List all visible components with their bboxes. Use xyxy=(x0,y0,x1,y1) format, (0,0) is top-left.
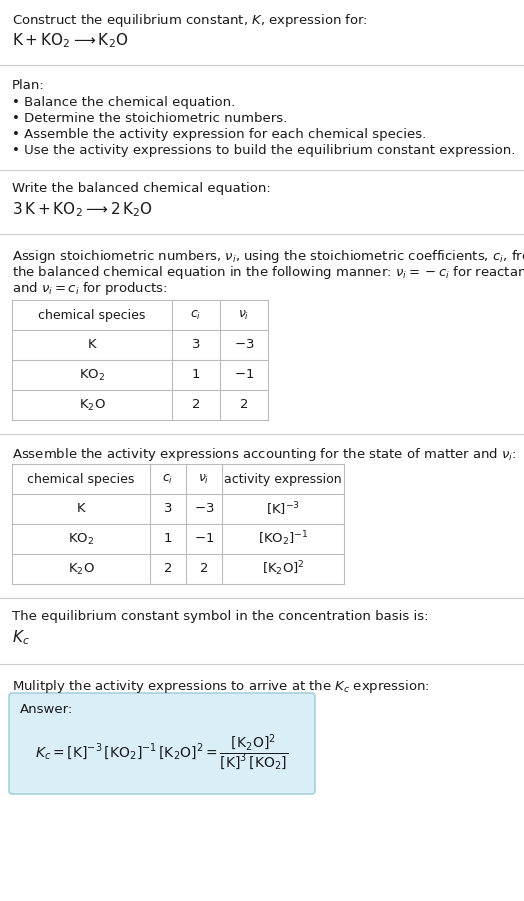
Text: 2: 2 xyxy=(192,398,200,412)
Text: Plan:: Plan: xyxy=(12,79,45,92)
Text: $\nu_i$: $\nu_i$ xyxy=(198,472,210,486)
Text: 1: 1 xyxy=(163,532,172,545)
Text: $-1$: $-1$ xyxy=(234,369,254,381)
Text: $\mathrm{K_2O}$: $\mathrm{K_2O}$ xyxy=(79,397,105,413)
Text: activity expression: activity expression xyxy=(224,472,342,486)
Text: $\nu_i$: $\nu_i$ xyxy=(238,308,250,322)
Text: $[\mathrm{KO_2}]^{-1}$: $[\mathrm{KO_2}]^{-1}$ xyxy=(258,530,308,549)
Text: Assign stoichiometric numbers, $\nu_i$, using the stoichiometric coefficients, $: Assign stoichiometric numbers, $\nu_i$, … xyxy=(12,248,524,265)
Text: $\mathrm{KO_2}$: $\mathrm{KO_2}$ xyxy=(79,368,105,383)
Text: $[\mathrm{K}]^{-3}$: $[\mathrm{K}]^{-3}$ xyxy=(266,500,300,518)
Text: • Assemble the activity expression for each chemical species.: • Assemble the activity expression for e… xyxy=(12,128,426,141)
Text: K: K xyxy=(88,339,96,351)
FancyBboxPatch shape xyxy=(9,693,315,794)
Text: 3: 3 xyxy=(163,503,172,515)
Text: $\mathrm{KO_2}$: $\mathrm{KO_2}$ xyxy=(68,532,94,547)
Text: $\mathrm{3\,K + KO_2 \longrightarrow 2\,K_2O}$: $\mathrm{3\,K + KO_2 \longrightarrow 2\,… xyxy=(12,200,153,219)
Text: $\mathrm{K_2O}$: $\mathrm{K_2O}$ xyxy=(68,561,94,577)
Text: 3: 3 xyxy=(192,339,200,351)
Text: Mulitply the activity expressions to arrive at the $K_c$ expression:: Mulitply the activity expressions to arr… xyxy=(12,678,430,695)
Text: 2: 2 xyxy=(163,562,172,576)
Text: the balanced chemical equation in the following manner: $\nu_i = -c_i$ for react: the balanced chemical equation in the fo… xyxy=(12,264,524,281)
Text: K: K xyxy=(77,503,85,515)
Text: $\mathrm{K + KO_2 \longrightarrow K_2O}$: $\mathrm{K + KO_2 \longrightarrow K_2O}$ xyxy=(12,31,128,50)
Text: • Determine the stoichiometric numbers.: • Determine the stoichiometric numbers. xyxy=(12,112,287,125)
Text: $[\mathrm{K_2O}]^{2}$: $[\mathrm{K_2O}]^{2}$ xyxy=(261,560,304,578)
Text: $-1$: $-1$ xyxy=(194,532,214,545)
Text: chemical species: chemical species xyxy=(38,308,146,322)
Text: $K_c = [\mathrm{K}]^{-3}\,[\mathrm{KO_2}]^{-1}\,[\mathrm{K_2O}]^{2} = \dfrac{[\m: $K_c = [\mathrm{K}]^{-3}\,[\mathrm{KO_2}… xyxy=(35,733,289,773)
Text: chemical species: chemical species xyxy=(27,472,135,486)
Text: $c_i$: $c_i$ xyxy=(162,472,173,486)
Text: Write the balanced chemical equation:: Write the balanced chemical equation: xyxy=(12,182,271,195)
Text: Assemble the activity expressions accounting for the state of matter and $\nu_i$: Assemble the activity expressions accoun… xyxy=(12,446,517,463)
Text: 1: 1 xyxy=(192,369,200,381)
Text: Answer:: Answer: xyxy=(20,703,73,716)
Text: $K_c$: $K_c$ xyxy=(12,628,30,647)
Text: 2: 2 xyxy=(240,398,248,412)
Text: Construct the equilibrium constant, $K$, expression for:: Construct the equilibrium constant, $K$,… xyxy=(12,12,368,29)
Text: • Balance the chemical equation.: • Balance the chemical equation. xyxy=(12,96,235,109)
Text: The equilibrium constant symbol in the concentration basis is:: The equilibrium constant symbol in the c… xyxy=(12,610,429,623)
Text: $-3$: $-3$ xyxy=(234,339,254,351)
Text: • Use the activity expressions to build the equilibrium constant expression.: • Use the activity expressions to build … xyxy=(12,144,516,157)
Text: 2: 2 xyxy=(200,562,208,576)
Text: $-3$: $-3$ xyxy=(194,503,214,515)
Text: $c_i$: $c_i$ xyxy=(190,308,202,322)
Text: and $\nu_i = c_i$ for products:: and $\nu_i = c_i$ for products: xyxy=(12,280,168,297)
